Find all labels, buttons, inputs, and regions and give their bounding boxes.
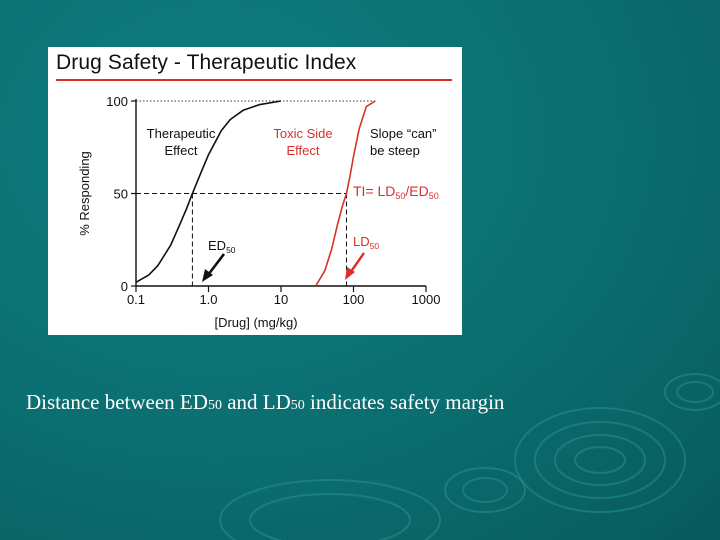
therapeutic-index-chart: 0 50 100 0.1 1.0 10 100 1000 [Drug] (mg/kg) % Res…: [77, 94, 441, 330]
ti-formula-part-1: 50: [395, 191, 405, 201]
ld50-arrow-head: [345, 267, 355, 280]
y-tick-label-1: 50: [114, 187, 128, 202]
ed50-arrow-shaft: [206, 253, 226, 276]
slope-note-line-2: be steep: [370, 143, 420, 158]
ed50-label-main: ED: [208, 238, 226, 253]
caption-part-3: indicates safety margin: [304, 390, 505, 414]
chart-panel: 0 50 100 0.1 1.0 10 100 1000 [Drug] (mg/kg) % Res…: [48, 47, 462, 335]
ti-formula: TI= LD50/ED50: [353, 183, 439, 201]
caption-subscript-1: 50: [207, 398, 222, 413]
therapeutic-label-line-2: Effect: [164, 143, 197, 158]
ed50-arrow-head: [202, 269, 213, 282]
x-tick-label-2: 10: [274, 292, 288, 307]
ti-formula-part-2: /ED: [405, 183, 428, 199]
caption-part-2: and LD: [221, 390, 291, 414]
x-axis-label: [Drug] (mg/kg): [214, 315, 297, 330]
y-tick-label-0: 0: [121, 279, 128, 294]
y-tick-label-2: 100: [106, 94, 128, 109]
ti-formula-part-0: TI= LD: [353, 183, 395, 199]
x-tick-label-1: 1.0: [199, 292, 217, 307]
caption-part-1: Distance between ED: [26, 390, 208, 414]
toxic-label-line-2: Effect: [286, 143, 319, 158]
ld50-label-main: LD: [353, 234, 370, 249]
ld50-label-sub: 50: [370, 241, 380, 251]
chart-title: Drug Safety - Therapeutic Index: [56, 51, 357, 74]
ld50-arrow-shaft: [349, 252, 365, 274]
ed50-label-sub: 50: [226, 245, 236, 255]
title-underline: [56, 79, 452, 81]
slide-caption: Distance between ED50 and LD50 indicates…: [26, 390, 504, 415]
caption-subscript-2: 50: [290, 398, 305, 413]
therapeutic-label-line-1: Therapeutic: [147, 126, 216, 141]
y-axis-label: % Responding: [77, 151, 92, 236]
x-tick-label-3: 100: [343, 292, 365, 307]
ld50-label: LD50: [353, 234, 379, 251]
toxic-label-line-1: Toxic Side: [273, 126, 332, 141]
x-tick-label-0: 0.1: [127, 292, 145, 307]
series-0-line: [135, 100, 282, 283]
slope-note-line-1: Slope “can”: [370, 126, 436, 141]
x-tick-label-4: 1000: [412, 292, 441, 307]
ti-formula-part-3: 50: [429, 191, 439, 201]
ed50-label: ED50: [208, 238, 236, 255]
series-1-line: [314, 100, 376, 287]
